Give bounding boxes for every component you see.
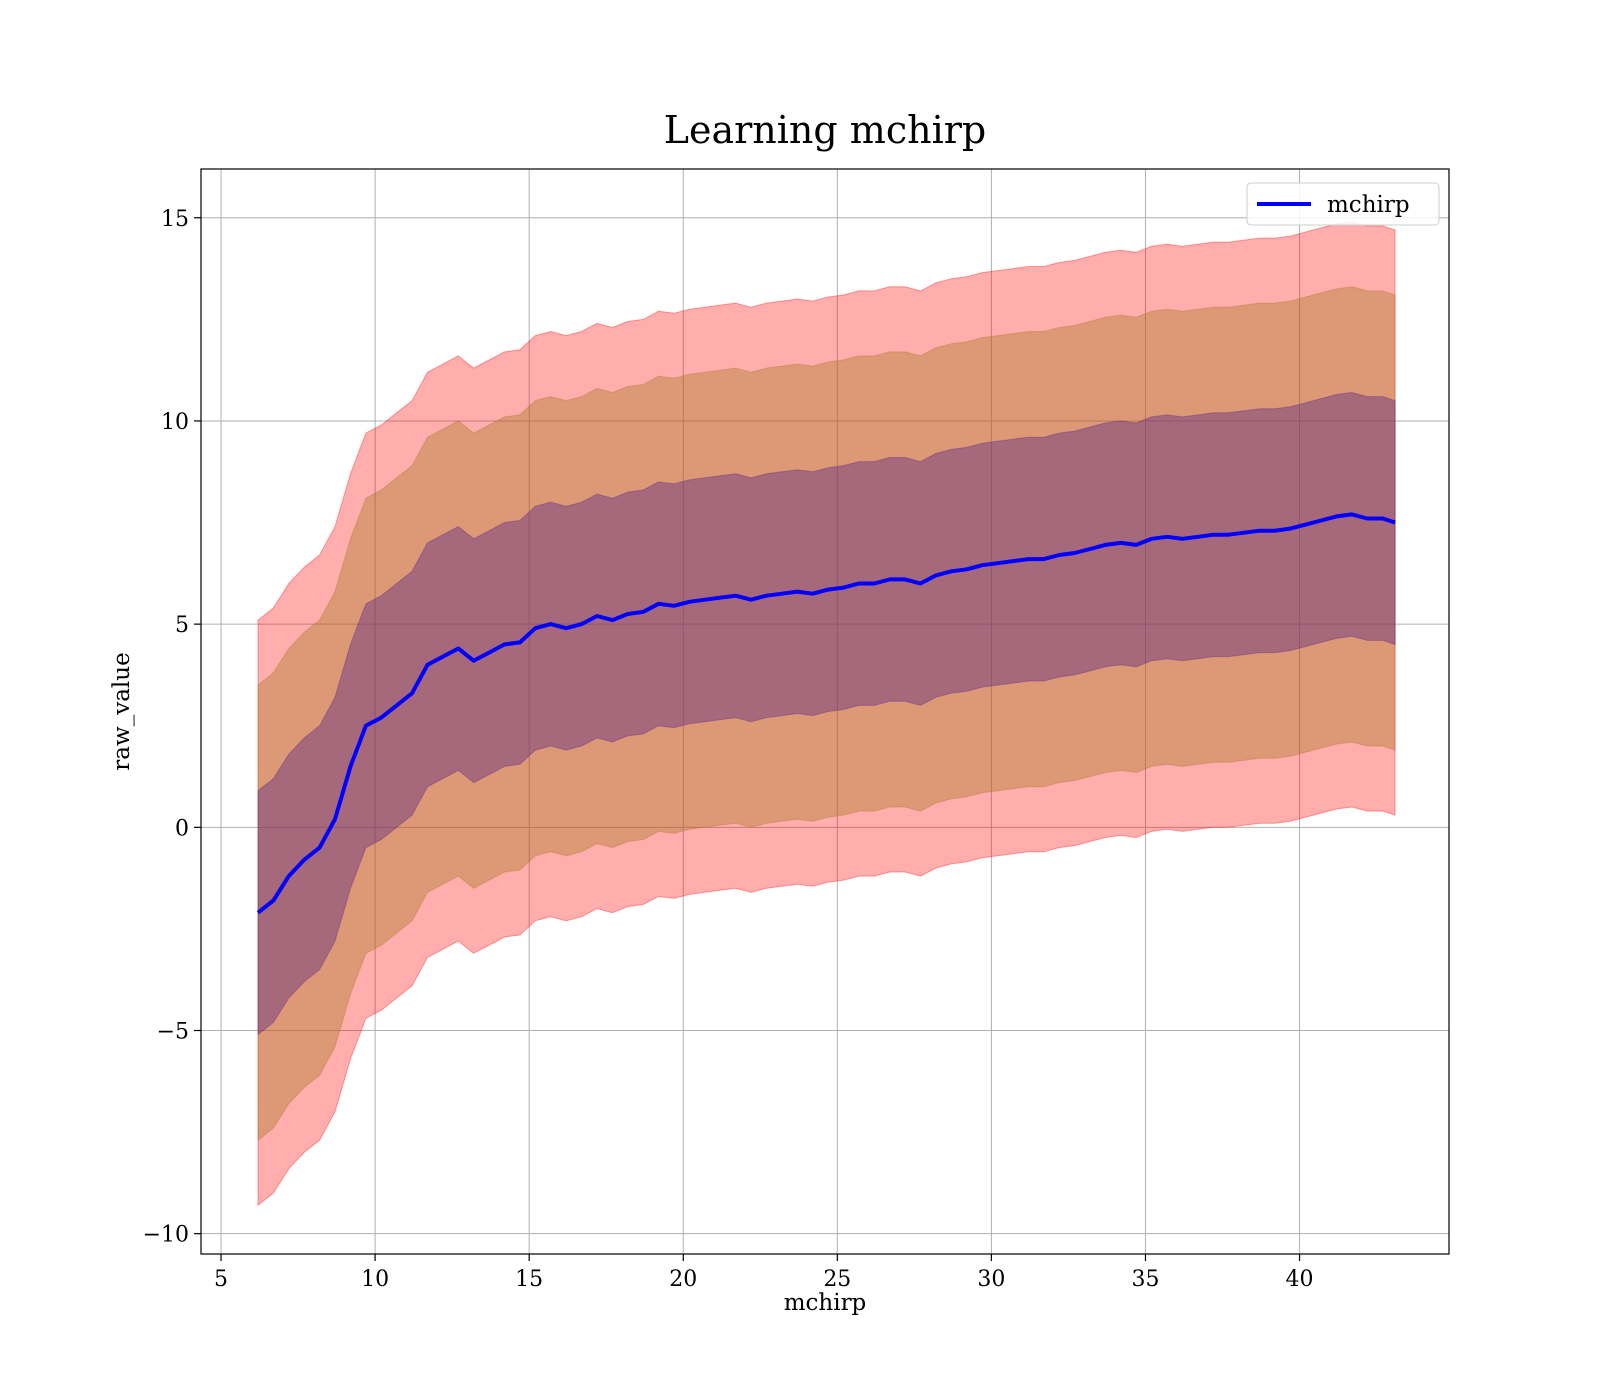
y-tick-label: −10 [143, 1223, 189, 1248]
x-axis-ticks: 5 10 15 20 25 30 35 40 [214, 1254, 1314, 1292]
y-axis-label: raw_value [109, 652, 135, 770]
x-tick-label: 5 [214, 1267, 228, 1292]
confidence-bands [257, 221, 1396, 1207]
x-tick-label: 15 [515, 1267, 543, 1292]
plot-frame [200, 168, 1450, 1255]
x-axis-label: mchirp [784, 1290, 867, 1316]
x-tick-label: 20 [669, 1267, 697, 1292]
x-tick-label: 25 [823, 1267, 851, 1292]
legend-box [1246, 182, 1440, 226]
x-tick-label: 30 [977, 1267, 1005, 1292]
legend-label: mchirp [1327, 192, 1410, 218]
y-tick-label: 15 [161, 207, 189, 232]
confidence-band-3 [257, 391, 1396, 1036]
legend: mchirp [1246, 182, 1440, 226]
y-tick-label: −5 [157, 1019, 189, 1044]
x-tick-label: 40 [1286, 1267, 1314, 1292]
confidence-band-1 [257, 221, 1396, 1207]
chart-title: Learning mchirp [664, 108, 986, 152]
series-line-mchirp [256, 512, 1396, 915]
series-lines [256, 512, 1396, 915]
confidence-band-2 [257, 286, 1396, 1142]
x-tick-label: 35 [1131, 1267, 1159, 1292]
y-axis-ticks: −10 −5 0 5 10 15 [143, 207, 201, 1248]
y-tick-label: 0 [175, 816, 189, 841]
y-tick-label: 10 [161, 410, 189, 435]
grid [201, 169, 1449, 1254]
y-tick-label: 5 [175, 613, 189, 638]
x-tick-label: 10 [361, 1267, 389, 1292]
